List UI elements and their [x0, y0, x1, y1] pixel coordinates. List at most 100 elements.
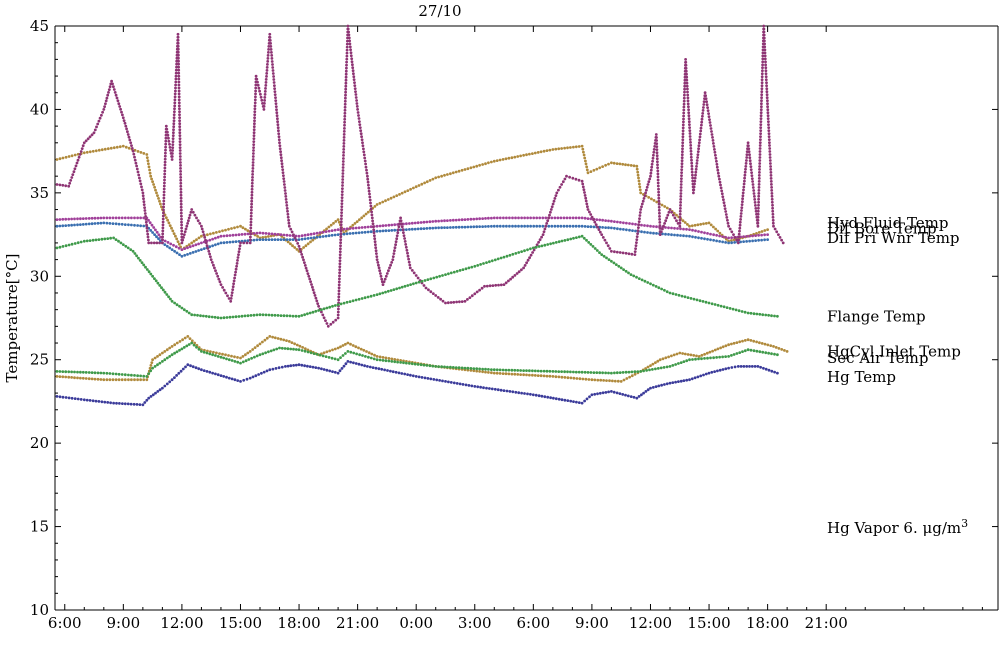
series-point — [403, 284, 407, 288]
series-point — [586, 217, 590, 221]
series-point — [267, 235, 270, 238]
series-point — [466, 225, 470, 229]
series-point — [683, 352, 687, 356]
series-point — [687, 114, 691, 118]
series-point — [188, 337, 192, 340]
series-point — [209, 232, 212, 236]
series-point — [670, 354, 673, 358]
series-point — [493, 387, 497, 391]
x-tick-label: 9:00 — [575, 614, 609, 632]
series-point — [373, 240, 377, 244]
series-point — [688, 129, 692, 133]
series-point — [68, 181, 72, 185]
series-point — [180, 248, 184, 252]
series-point — [502, 224, 505, 228]
series-point — [496, 388, 500, 392]
series-point — [770, 352, 773, 356]
series-point — [140, 188, 144, 192]
series-point — [260, 371, 263, 375]
series-point — [338, 256, 342, 260]
series-point — [387, 223, 391, 227]
series-point — [712, 356, 715, 360]
series-point — [575, 400, 578, 404]
series-point — [144, 220, 148, 224]
series-point — [177, 101, 181, 105]
series-point — [345, 300, 349, 304]
series-point — [272, 75, 275, 78]
series-point — [734, 308, 738, 312]
series-point — [369, 225, 373, 229]
series-point — [262, 370, 266, 374]
series-point — [286, 347, 290, 351]
series-point — [253, 104, 257, 108]
series-point — [718, 355, 721, 359]
series-point — [399, 216, 402, 220]
series-point — [358, 120, 361, 123]
series-point — [439, 297, 442, 301]
series-point — [482, 262, 485, 265]
series-point — [660, 203, 664, 207]
series-point — [344, 84, 348, 88]
series-point — [737, 235, 741, 239]
series-point — [168, 355, 172, 358]
series-point — [741, 197, 744, 201]
series-point — [434, 176, 438, 180]
series-point — [478, 288, 481, 292]
series-point — [383, 277, 387, 281]
series-point — [548, 374, 552, 378]
series-point — [331, 348, 334, 352]
series-point — [206, 233, 209, 237]
series-point — [174, 68, 178, 72]
series-point — [209, 258, 213, 261]
series-point — [225, 375, 228, 379]
series-point — [693, 376, 697, 380]
series-point — [248, 241, 252, 245]
series-point — [732, 353, 736, 356]
series-point — [689, 353, 693, 357]
series-point — [283, 189, 287, 192]
series-point — [252, 238, 256, 242]
series-point — [371, 222, 375, 226]
series-point — [270, 313, 274, 317]
series-point — [282, 238, 286, 242]
series-point — [279, 238, 283, 242]
series-point — [273, 93, 277, 96]
series-point — [545, 149, 549, 153]
series-point — [177, 104, 181, 108]
series-point — [288, 238, 292, 242]
series-point — [115, 96, 119, 100]
series-point — [357, 117, 361, 120]
series-point — [721, 195, 725, 199]
series-point — [266, 60, 270, 63]
series-point — [771, 209, 775, 213]
series-point — [772, 224, 775, 228]
series-point — [249, 217, 253, 221]
series-point — [179, 205, 183, 209]
series-point — [291, 314, 295, 318]
series-point — [162, 208, 165, 212]
series-point — [374, 366, 378, 370]
series-point — [373, 234, 376, 238]
series-point — [458, 269, 462, 272]
series-point — [251, 375, 255, 379]
series-point — [211, 353, 215, 357]
series-point — [163, 160, 167, 164]
series-point — [685, 84, 689, 88]
series-point — [365, 171, 369, 175]
series-point — [346, 360, 350, 363]
series-point — [339, 356, 342, 359]
series-point — [285, 207, 289, 210]
series-point — [745, 240, 748, 243]
series-point — [162, 196, 166, 200]
series-point — [84, 371, 88, 374]
series-point — [179, 190, 183, 194]
series-point — [306, 350, 310, 354]
series-point — [649, 364, 652, 367]
series-point — [710, 302, 714, 306]
series-point — [635, 167, 639, 171]
series-point — [277, 366, 281, 370]
series-point — [142, 203, 146, 207]
series-point — [148, 221, 152, 225]
series-point — [103, 400, 107, 404]
series-point — [67, 375, 71, 379]
